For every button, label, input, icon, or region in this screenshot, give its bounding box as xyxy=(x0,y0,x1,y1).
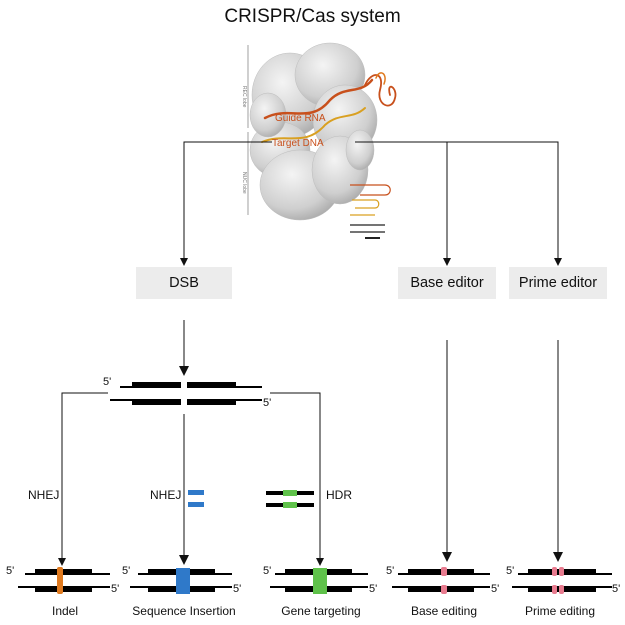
insertion-caption: Sequence Insertion xyxy=(132,604,236,618)
five-prime-targeting-bottom: 5' xyxy=(369,583,378,595)
nuc-lobe-label: NUC lobe xyxy=(241,172,247,194)
nhej-middle-label: NHEJ xyxy=(150,488,182,502)
nhej-left-label: NHEJ xyxy=(28,488,60,502)
target-dna-label: Target DNA xyxy=(272,138,324,149)
five-prime-cut-bottom: 5' xyxy=(263,397,272,409)
line-to-prime-editor xyxy=(355,141,562,266)
outcome-dna-indel xyxy=(18,567,110,594)
five-prime-base-top: 5' xyxy=(386,565,395,577)
rec-lobe-label: REC lobe xyxy=(241,86,247,108)
prime-editor-box: Prime editor xyxy=(509,267,607,299)
hdr-donor-template xyxy=(266,490,314,508)
base-editor-box: Base editor xyxy=(398,267,496,299)
guide-rna-label: Guide RNA xyxy=(275,113,326,124)
arrow-to-dsb xyxy=(180,141,272,266)
five-prime-insertion-bottom: 5' xyxy=(233,583,242,595)
base-editing-caption: Base editing xyxy=(410,604,478,618)
top-connectors xyxy=(180,141,562,266)
outcome-dna-base-editing xyxy=(392,567,490,594)
guide-schematic-inset xyxy=(350,184,391,239)
targeting-caption: Gene targeting xyxy=(281,604,361,618)
outcome-dna-targeting xyxy=(270,568,368,594)
insertion-donor-icon xyxy=(188,490,204,507)
dsb-box: DSB xyxy=(136,267,232,299)
prime-editing-caption: Prime editing xyxy=(524,604,596,618)
five-prime-prime-top: 5' xyxy=(506,565,515,577)
hdr-label: HDR xyxy=(326,488,352,502)
protein-surface xyxy=(249,42,378,221)
diagram-title: CRISPR/Cas system xyxy=(224,6,401,27)
arrow-hdr-targeting xyxy=(270,392,324,566)
five-prime-indel-top: 5' xyxy=(6,565,15,577)
five-prime-indel-bottom: 5' xyxy=(111,583,120,595)
five-prime-insertion-top: 5' xyxy=(122,565,131,577)
outcome-dna-insertion xyxy=(130,568,232,594)
five-prime-base-bottom: 5' xyxy=(491,583,500,595)
outcome-dna-prime-editing xyxy=(512,567,612,594)
five-prime-targeting-top: 5' xyxy=(263,565,272,577)
nucleic-acid-strands xyxy=(261,72,397,143)
five-prime-prime-bottom: 5' xyxy=(612,583,621,595)
indel-caption: Indel xyxy=(51,604,79,618)
cas9-structure-image: Guide RNA Target DNA REC lobe NUC lobe xyxy=(241,42,397,239)
repair-connectors xyxy=(58,340,563,566)
cut-dna xyxy=(110,382,262,405)
arrow-nhej-indel xyxy=(58,392,108,566)
five-prime-cut-top: 5' xyxy=(103,376,112,388)
